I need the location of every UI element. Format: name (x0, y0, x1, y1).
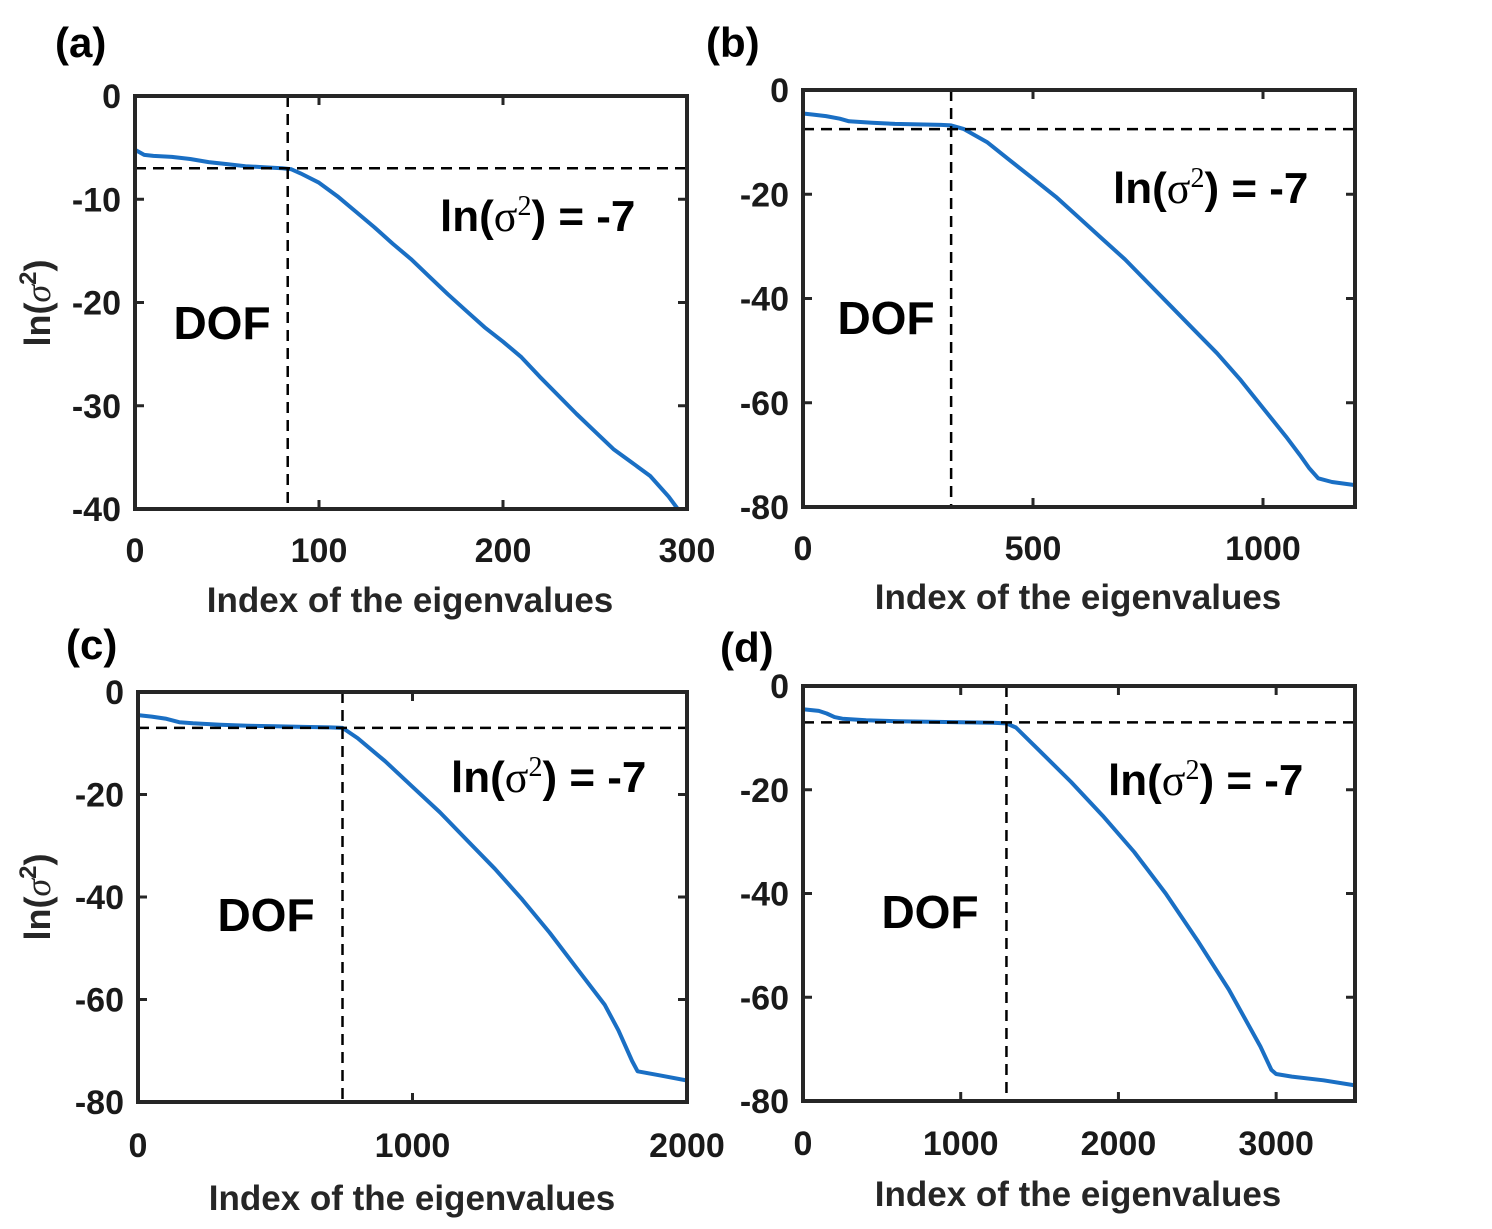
x-tick-label: 0 (129, 1127, 148, 1165)
y-tick-label: -40 (740, 876, 789, 914)
dof-label: DOF (173, 297, 270, 349)
y-tick-label: 0 (770, 668, 789, 706)
panel-label: (b) (706, 19, 760, 66)
dof-label: DOF (837, 292, 934, 344)
x-tick-label: 2000 (649, 1127, 725, 1165)
y-axis-label: ln(σ2) (15, 259, 58, 346)
data-series-line (137, 713, 688, 1083)
x-tick-label: 1000 (923, 1125, 999, 1163)
x-axis-label: Index of the eigenvalues (875, 578, 1282, 617)
y-tick-label: 0 (770, 72, 789, 110)
panel-label: (d) (720, 624, 774, 671)
x-tick-label: 100 (291, 532, 348, 570)
x-tick-label: 2000 (1081, 1125, 1157, 1163)
y-tick-label: -20 (740, 176, 789, 214)
data-series-line (802, 707, 1356, 1088)
threshold-annotation: ln(σ2) = -7 (440, 191, 635, 241)
x-tick-label: 1000 (1225, 530, 1301, 568)
y-tick-label: -20 (75, 777, 124, 815)
threshold-annotation: ln(σ2) = -7 (1113, 163, 1308, 213)
x-tick-label: 500 (1005, 530, 1062, 568)
y-tick-label: -30 (72, 388, 121, 426)
y-tick-label: -80 (740, 489, 789, 527)
y-tick-label: -40 (75, 879, 124, 917)
x-axis-label: Index of the eigenvalues (207, 581, 614, 620)
data-series-line (134, 147, 680, 511)
y-tick-label: -60 (740, 979, 789, 1017)
y-tick-label: -40 (72, 491, 121, 529)
dof-label: DOF (881, 886, 978, 938)
data-series-line (802, 111, 1356, 488)
x-tick-label: 0 (126, 532, 145, 570)
y-tick-label: -60 (740, 385, 789, 423)
threshold-annotation: ln(σ2) = -7 (1108, 755, 1303, 805)
y-tick-label: -20 (72, 285, 121, 323)
panel-label: (c) (66, 621, 117, 668)
y-tick-label: -80 (740, 1083, 789, 1121)
x-axis-label: Index of the eigenvalues (875, 1175, 1282, 1214)
y-axis-label: ln(σ2) (15, 853, 58, 940)
y-tick-label: 0 (102, 78, 121, 116)
y-tick-label: -20 (740, 772, 789, 810)
x-tick-label: 1000 (375, 1127, 451, 1165)
x-tick-label: 0 (794, 1125, 813, 1163)
dof-label: DOF (217, 889, 314, 941)
x-axis-label: Index of the eigenvalues (209, 1179, 616, 1218)
y-tick-label: -60 (75, 982, 124, 1020)
x-tick-label: 3000 (1238, 1125, 1314, 1163)
x-tick-label: 200 (475, 532, 532, 570)
y-tick-label: 0 (105, 674, 124, 712)
x-tick-label: 300 (659, 532, 716, 570)
y-tick-label: -40 (740, 281, 789, 319)
y-tick-label: -80 (75, 1084, 124, 1122)
x-tick-label: 0 (794, 530, 813, 568)
panel-label: (a) (55, 19, 106, 66)
threshold-annotation: ln(σ2) = -7 (451, 752, 646, 802)
y-tick-label: -10 (72, 181, 121, 219)
